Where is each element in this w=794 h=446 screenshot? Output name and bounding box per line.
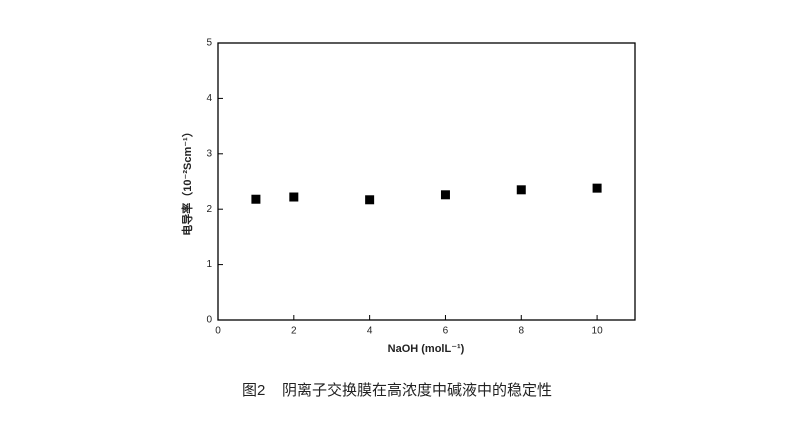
y-tick-label: 1 [206, 259, 212, 270]
plot-frame [217, 42, 636, 321]
x-tick-label: 8 [518, 326, 524, 337]
x-axis-label: NaOH (molL⁻¹) [388, 343, 465, 355]
figure-caption: 图2 阴离子交换膜在高浓度中碱液中的稳定性 [242, 381, 552, 399]
marker [289, 192, 299, 202]
marker [592, 183, 602, 193]
marker [516, 185, 526, 195]
y-tick-label: 0 [206, 315, 212, 326]
y-tick-label: 2 [206, 204, 212, 215]
y-tick-label: 5 [206, 38, 212, 49]
marker [365, 195, 375, 205]
x-tick-label: 4 [367, 326, 373, 337]
x-tick-label: 10 [592, 326, 604, 337]
y-tick-label: 4 [206, 93, 212, 104]
x-tick-label: 0 [215, 326, 221, 337]
x-tick-label: 2 [291, 326, 297, 337]
marker [440, 190, 450, 200]
x-tick-label: 6 [443, 326, 449, 337]
marker [251, 194, 261, 204]
y-tick-label: 3 [206, 148, 212, 159]
y-axis-label: 电导率（10⁻²Scm⁻¹） [180, 126, 194, 235]
